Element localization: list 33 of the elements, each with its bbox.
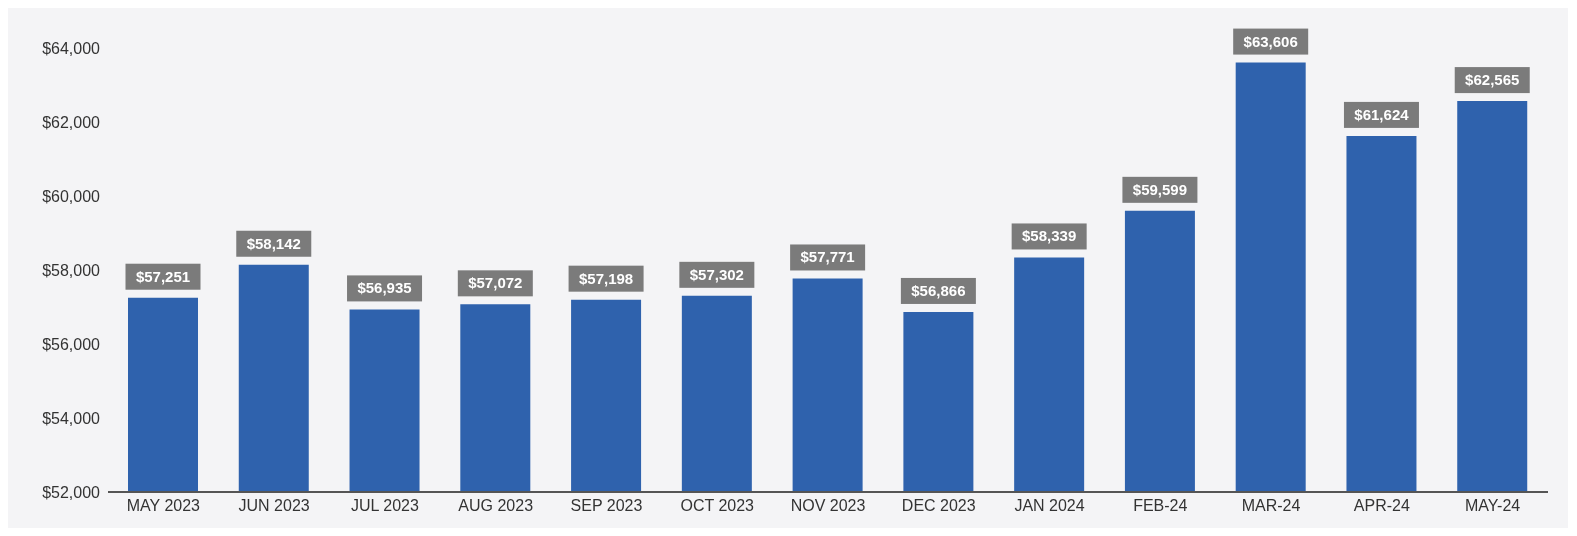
x-tick-label: JUL 2023 xyxy=(350,497,419,515)
data-label: $56,866 xyxy=(911,281,966,299)
data-label: $57,072 xyxy=(468,274,523,292)
data-label: $57,771 xyxy=(800,248,855,266)
data-label: $63,606 xyxy=(1243,32,1298,50)
data-label: $61,624 xyxy=(1354,105,1410,123)
y-tick-label: $56,000 xyxy=(42,335,101,353)
y-tick-label: $62,000 xyxy=(42,113,101,131)
data-label: $59,599 xyxy=(1132,180,1188,198)
data-label: $62,565 xyxy=(1465,71,1520,89)
y-tick-label: $58,000 xyxy=(42,261,101,279)
x-tick-label: FEB-24 xyxy=(1133,497,1188,515)
x-tick-label: DEC 2023 xyxy=(901,497,976,515)
x-tick-label: APR-24 xyxy=(1353,497,1410,515)
x-tick-label: AUG 2023 xyxy=(458,497,534,515)
x-tick-label: NOV 2023 xyxy=(790,497,866,515)
x-tick-label: JUN 2023 xyxy=(238,497,310,515)
x-tick-label: MAR-24 xyxy=(1241,497,1301,515)
y-tick-label: $52,000 xyxy=(42,483,101,501)
data-label: $57,198 xyxy=(578,269,634,287)
y-tick-label: $60,000 xyxy=(42,187,101,205)
y-tick-label: $54,000 xyxy=(42,409,101,427)
y-tick-label: $64,000 xyxy=(42,39,101,57)
data-label: $58,339 xyxy=(1022,227,1077,245)
x-tick-label: MAY-24 xyxy=(1465,497,1521,515)
data-label: $56,935 xyxy=(357,279,412,297)
x-tick-label: MAY 2023 xyxy=(126,497,201,515)
data-label: $58,142 xyxy=(246,234,301,252)
data-label: $57,251 xyxy=(135,267,191,285)
x-tick-label: OCT 2023 xyxy=(680,497,755,515)
x-tick-label: SEP 2023 xyxy=(570,497,643,515)
x-tick-label: JAN 2024 xyxy=(1014,497,1085,515)
data-label: $57,302 xyxy=(689,265,744,283)
